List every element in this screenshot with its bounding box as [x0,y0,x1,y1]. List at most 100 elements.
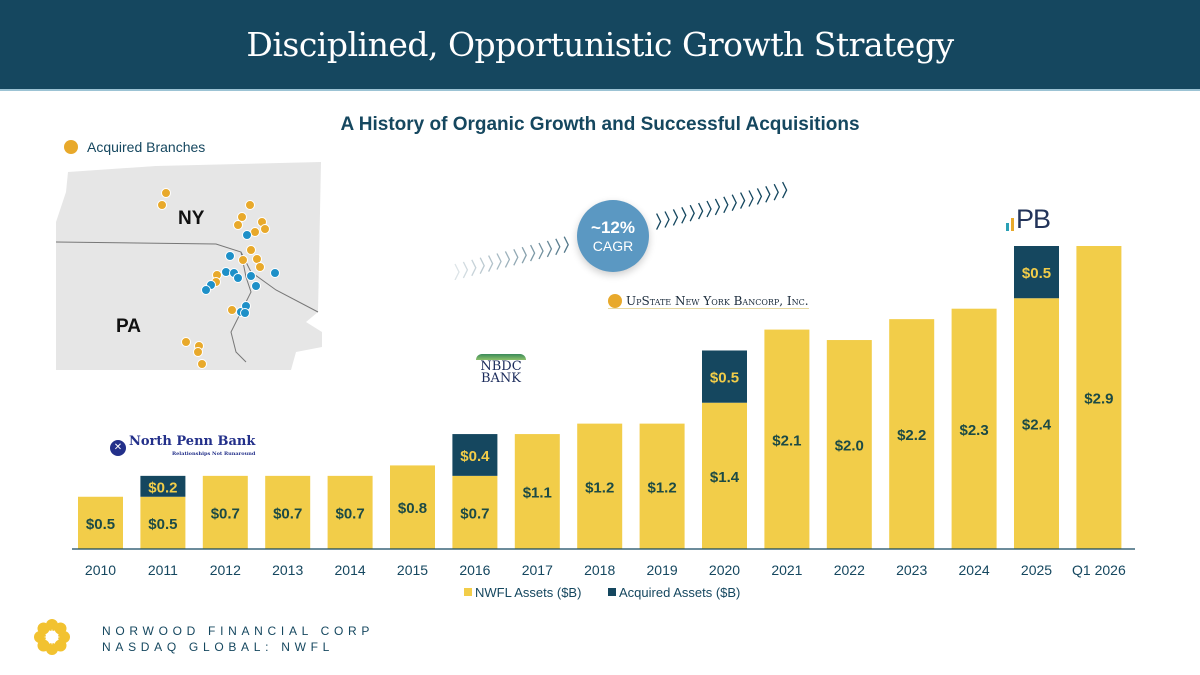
chevron-icon [462,261,469,279]
x-tick-label: 2022 [834,562,865,578]
bar-nwfl-assets [577,423,623,549]
branch-map: NY PA [56,162,322,370]
chevron-icon [488,255,494,272]
chevron-icon [756,188,763,205]
x-tick-label: 2019 [647,562,678,578]
acquired-branch-dot [161,188,171,198]
cagr-value: ~12% [591,218,635,237]
x-tick-label: 2017 [522,562,553,578]
data-label-acquired: $0.2 [148,479,177,496]
nbdc-bank-logo: NBDC BANK [476,354,526,398]
bar-nwfl-assets [202,475,248,549]
north-penn-name: North Penn Bank [129,434,256,449]
bar-nwfl-assets [514,434,560,549]
data-label-nwfl: $2.2 [897,427,926,444]
bar-acquired-assets [1014,246,1059,299]
data-label-acquired: $0.5 [710,370,739,387]
existing-branch-dot [240,308,250,318]
bar-nwfl-assets [764,329,810,549]
nbdc-hill-icon [476,354,526,360]
bar-nwfl-assets [1076,246,1122,549]
acquired-branch-dot [260,224,270,234]
x-tick-label: 2016 [459,562,490,578]
pb-name: PB [1016,204,1051,234]
existing-branch-dot [242,230,252,240]
x-tick-label: 2021 [771,562,802,578]
chevron-icon [689,204,695,222]
existing-branch-dot [201,285,211,295]
chevron-icon [740,192,746,209]
chevron-icon [773,183,779,201]
chevron-icon [504,251,511,268]
x-tick-label: 2015 [397,562,428,578]
chevron-icon [731,194,737,211]
page-title: Disciplined, Opportunistic Growth Strate… [246,25,954,64]
pb-bar-icon [1006,223,1009,231]
data-label-nwfl: $0.7 [460,505,489,522]
bar-nwfl-assets [140,496,186,549]
bar-nwfl-assets [639,423,685,549]
map-label-pa: PA [116,316,141,337]
chevron-icon [530,244,536,262]
chevron-icon [698,202,704,220]
map-label-ny: NY [178,208,205,229]
ticker-line: NASDAQ GLOBAL: NWFL [102,640,334,654]
data-label-nwfl: $2.9 [1084,391,1113,408]
upstate-name: UpState New York Bancorp, Inc. [626,294,809,308]
chart-title: A History of Organic Growth and Successf… [340,114,860,135]
existing-branch-dot [233,273,243,283]
x-tick-label: 2010 [85,562,116,578]
chevron-icon [723,196,729,214]
map-legend-label: Acquired Branches [87,139,206,155]
acquired-branch-dot [181,337,191,347]
legend-label-nwfl: NWFL Assets ($B) [475,585,581,600]
acquired-branch-dot [233,220,243,230]
chevron-icon [471,259,477,277]
bar-nwfl-assets [889,319,935,549]
acquired-branch-marker-icon [64,140,78,154]
map-legend: Acquired Branches [64,139,205,155]
x-tick-label: 2020 [709,562,740,578]
x-tick-label: 2024 [959,562,990,578]
data-label-acquired: $0.5 [1022,265,1051,282]
upstate-bancorp-logo: UpState New York Bancorp, Inc. [608,294,809,309]
legend-swatch-acquired [608,588,616,596]
north-penn-bank-logo: ✕ North Penn Bank Relationships Not Runar… [110,434,256,460]
bar-nwfl-assets [951,308,997,549]
chevron-icon [782,181,788,199]
existing-branch-dot [251,281,261,291]
chevron-icon [748,190,754,207]
bar-nwfl-assets [265,475,311,549]
cagr-label: CAGR [592,238,634,254]
x-tick-label: 2023 [896,562,927,578]
data-label-nwfl: $0.5 [148,516,177,533]
acquired-branch-dot [193,347,203,357]
data-label-nwfl: $0.5 [86,516,115,533]
data-label-nwfl: $2.1 [772,432,801,449]
existing-branch-dot [270,268,280,278]
chevron-icon [454,263,460,280]
chevron-icon [555,238,561,256]
bar-acquired-assets [702,350,747,403]
north-penn-tagline: Relationships Not Runaround [171,451,256,457]
header-bar: Disciplined, Opportunistic Growth Strate… [0,0,1200,91]
data-label-nwfl: $0.7 [273,505,302,522]
nbdc-name-line2: BANK [480,371,522,386]
data-label-nwfl: $2.0 [835,438,864,455]
cagr-badge: ~12% CAGR [577,200,649,272]
data-label-nwfl: $2.4 [1022,417,1052,434]
chevron-icon [546,240,553,258]
acquired-branch-dot [237,212,247,222]
upstate-sun-icon [608,294,622,308]
bar-nwfl-assets [390,465,435,549]
x-tick-label: 2014 [335,562,366,578]
data-label-nwfl: $1.2 [585,479,614,496]
data-label-nwfl: $0.7 [335,505,364,522]
norwood-logo-icon [34,619,70,655]
acquired-branch-dot [255,262,265,272]
growth-arrows [454,181,788,280]
x-tick-label: 2025 [1021,562,1052,578]
chevron-icon [672,209,679,226]
company-name: NORWOOD FINANCIAL CORP NASDAQ GLOBAL: NW… [102,623,374,655]
bar-nwfl-assets [78,496,123,549]
